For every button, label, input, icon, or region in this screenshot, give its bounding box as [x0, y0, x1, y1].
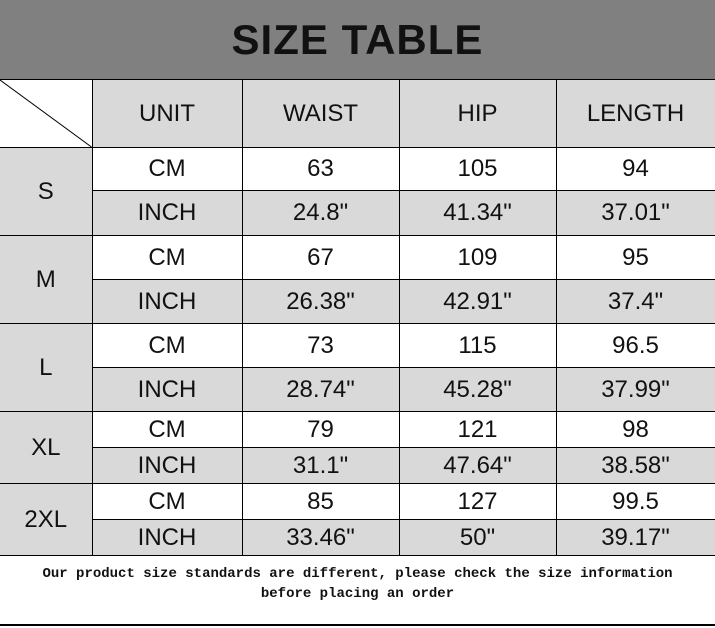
- unit-cell: CM: [91, 483, 243, 520]
- size-table: UNIT WAIST HIP LENGTH S CM 63 105 94 INCH 24.8…: [0, 79, 715, 556]
- table-row: INCH 26.38" 42.91" 37.4": [0, 279, 715, 324]
- unit-cell: INCH: [91, 190, 243, 236]
- unit-cell: CM: [91, 323, 243, 368]
- table-row: INCH 31.1" 47.64" 38.58": [0, 447, 715, 484]
- table-row: INCH 33.46" 50" 39.17": [0, 519, 715, 556]
- hip-cell: 45.28": [398, 367, 557, 412]
- table-row: S CM 63 105 94: [0, 147, 715, 236]
- page-title: SIZE TABLE: [0, 0, 715, 79]
- waist-cell: 85: [241, 483, 400, 520]
- unit-cell: CM: [91, 235, 243, 280]
- hip-cell: 121: [398, 411, 557, 448]
- header-unit: UNIT: [91, 79, 243, 148]
- unit-cell: CM: [91, 147, 243, 191]
- table-row: L CM 73 115 96.5: [0, 323, 715, 412]
- waist-cell: 26.38": [241, 279, 400, 324]
- waist-cell: 33.46": [241, 519, 400, 556]
- unit-cell: INCH: [91, 519, 243, 556]
- footer-note: Our product size standards are different…: [0, 556, 715, 626]
- size-label: XL: [0, 411, 93, 484]
- header-waist: WAIST: [241, 79, 400, 148]
- hip-cell: 127: [398, 483, 557, 520]
- table-row: M CM 67 109 95: [0, 235, 715, 324]
- waist-cell: 31.1": [241, 447, 400, 484]
- length-cell: 37.01": [555, 190, 715, 236]
- unit-cell: CM: [91, 411, 243, 448]
- header-length: LENGTH: [555, 79, 715, 148]
- footer-line-1: Our product size standards are different…: [42, 566, 673, 582]
- length-cell: 37.99": [555, 367, 715, 412]
- header-hip: HIP: [398, 79, 557, 148]
- waist-cell: 63: [241, 147, 400, 191]
- size-label: S: [0, 147, 93, 236]
- length-cell: 39.17": [555, 519, 715, 556]
- length-cell: 99.5: [555, 483, 715, 520]
- table-row: INCH 24.8" 41.34" 37.01": [0, 190, 715, 236]
- waist-cell: 73: [241, 323, 400, 368]
- length-cell: 94: [555, 147, 715, 191]
- hip-cell: 47.64": [398, 447, 557, 484]
- unit-cell: INCH: [91, 279, 243, 324]
- waist-cell: 67: [241, 235, 400, 280]
- waist-cell: 28.74": [241, 367, 400, 412]
- size-label: M: [0, 235, 93, 324]
- table-row: 2XL CM 85 127 99.5: [0, 483, 715, 556]
- length-cell: 98: [555, 411, 715, 448]
- unit-cell: INCH: [91, 367, 243, 412]
- length-cell: 96.5: [555, 323, 715, 368]
- waist-cell: 79: [241, 411, 400, 448]
- waist-cell: 24.8": [241, 190, 400, 236]
- length-cell: 95: [555, 235, 715, 280]
- footer-line-2: before placing an order: [260, 586, 455, 602]
- hip-cell: 109: [398, 235, 557, 280]
- size-label: L: [0, 323, 93, 412]
- hip-cell: 41.34": [398, 190, 557, 236]
- length-cell: 37.4": [555, 279, 715, 324]
- table-row: XL CM 79 121 98: [0, 411, 715, 484]
- hip-cell: 105: [398, 147, 557, 191]
- hip-cell: 115: [398, 323, 557, 368]
- length-cell: 38.58": [555, 447, 715, 484]
- hip-cell: 42.91": [398, 279, 557, 324]
- unit-cell: INCH: [91, 447, 243, 484]
- corner-cell: [0, 79, 93, 148]
- size-label: 2XL: [0, 483, 93, 556]
- header-row: UNIT WAIST HIP LENGTH: [0, 79, 715, 148]
- table-row: INCH 28.74" 45.28" 37.99": [0, 367, 715, 412]
- hip-cell: 50": [398, 519, 557, 556]
